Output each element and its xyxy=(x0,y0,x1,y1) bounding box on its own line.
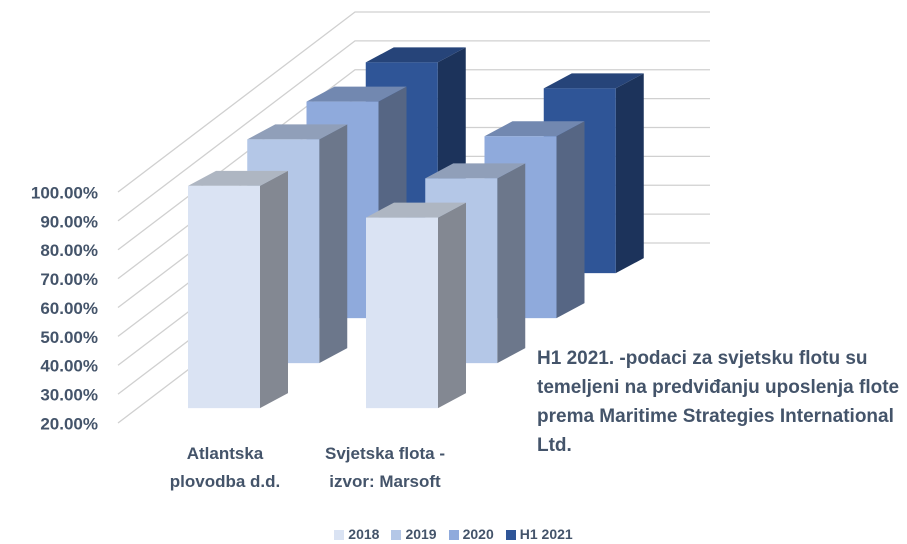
x-tick-label: Atlantska plovodba d.d. xyxy=(169,444,281,491)
bar-top xyxy=(366,202,466,218)
annotation: H1 2021. -podaci za svjetsku flotu su te… xyxy=(537,348,900,456)
grid-line xyxy=(117,11,710,193)
legend-label: H1 2021 xyxy=(519,526,573,542)
legend-label: 2020 xyxy=(462,526,494,542)
y-tick-label: 80.00% xyxy=(40,241,98,260)
bar-top xyxy=(306,86,407,102)
bar-top xyxy=(365,47,466,63)
grid-line xyxy=(117,40,710,222)
legend-swatch xyxy=(505,530,516,540)
x-tick-label: Svjetska flota - izvor: Marsoft xyxy=(325,444,445,491)
y-tick-label: 30.00% xyxy=(40,386,98,405)
y-tick-label: 70.00% xyxy=(40,270,98,289)
y-tick-label: 50.00% xyxy=(40,328,98,347)
y-tick-label: 40.00% xyxy=(40,357,98,376)
bar xyxy=(366,217,438,409)
y-tick-label: 90.00% xyxy=(40,212,98,231)
bar-side xyxy=(319,124,348,364)
legend-item: 2019 xyxy=(391,526,437,542)
bar-side xyxy=(556,121,585,319)
legend: 2018 2019 2020 H1 2021 xyxy=(0,526,907,542)
bar-side xyxy=(260,170,288,409)
legend-item: 2020 xyxy=(448,526,494,542)
bar-top xyxy=(425,163,526,179)
y-tick-label: 100.00% xyxy=(31,183,98,202)
legend-item: H1 2021 xyxy=(505,526,573,542)
bar-top xyxy=(188,170,288,186)
legend-swatch xyxy=(391,530,402,540)
bar-side xyxy=(438,202,466,409)
y-tick-label: 60.00% xyxy=(40,299,98,318)
bar-top xyxy=(484,121,585,137)
bar xyxy=(188,185,260,409)
y-tick-label: 20.00% xyxy=(40,414,98,433)
legend-swatch xyxy=(448,530,459,540)
legend-item: 2018 xyxy=(334,526,379,542)
bar-side xyxy=(497,163,526,364)
bar-side xyxy=(615,73,644,274)
legend-label: 2019 xyxy=(405,526,437,542)
bar-top xyxy=(247,124,348,140)
legend-swatch xyxy=(334,530,345,540)
legend-label: 2018 xyxy=(348,526,380,542)
bar-top xyxy=(543,73,644,89)
